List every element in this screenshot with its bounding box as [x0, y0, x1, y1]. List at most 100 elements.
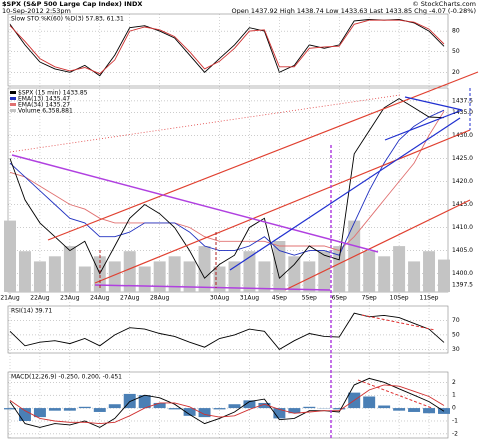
y-tick-label: 0 [452, 405, 456, 412]
y-tick-label: 50 [452, 48, 460, 55]
volume-bar [273, 241, 286, 292]
y-tick-label: 1430.0 [452, 132, 473, 139]
series-line [9, 377, 445, 428]
volume-bar [408, 261, 421, 292]
legend-label: EMA(34) 1435.27 [18, 102, 70, 109]
histogram-bar [138, 395, 151, 409]
source: © StockCharts.com [412, 0, 476, 8]
x-tick-label: 28Aug [150, 295, 170, 302]
datetime: 10-Sep-2012 2:53pm [2, 7, 71, 15]
volume-bar [438, 259, 450, 292]
volume-bar [303, 261, 316, 292]
y-tick-label: 50 [452, 331, 460, 338]
trend-line [384, 109, 463, 141]
histogram-bar [63, 408, 76, 411]
y-tick-label: 20 [452, 69, 460, 76]
legend-label: $SPX (15 min) 1433.85 [18, 90, 88, 97]
histogram-bar [123, 393, 136, 409]
trend-line [94, 284, 331, 291]
histogram-bar [378, 405, 391, 409]
volume-bar [333, 246, 346, 292]
x-tick-label: 11Sep [420, 295, 439, 302]
panel-frame [7, 305, 449, 354]
histogram-bar [303, 406, 316, 409]
y-tick-label: 1437.5 [452, 97, 473, 104]
volume-bar [423, 251, 436, 292]
series-line [9, 312, 445, 350]
y-tick-label: 1420.0 [452, 178, 473, 185]
volume-bar [393, 246, 406, 292]
legend-label: Volume 6,358,881 [18, 108, 73, 115]
volume-bar [48, 256, 61, 292]
y-tick-label: 1400.0 [452, 270, 473, 277]
legend-swatch [10, 103, 16, 106]
series-line [9, 109, 445, 256]
histogram-bar [78, 406, 91, 409]
y-tick-label: 2 [452, 379, 456, 386]
histogram-bar [4, 408, 16, 410]
y-tick-label: 1410.0 [452, 224, 473, 231]
volume-bar [108, 261, 121, 292]
y-tick-label: 70 [452, 317, 460, 324]
volume-bar [153, 261, 166, 292]
volume-bar [318, 251, 331, 292]
trend-line [284, 199, 471, 291]
trend-line [11, 154, 379, 253]
histogram-bar [333, 408, 346, 410]
x-tick-label: 31Aug [240, 295, 260, 302]
histogram-bar [48, 408, 61, 411]
x-tick-label: 30Aug [210, 295, 230, 302]
y-tick-label: 1397.5 [452, 282, 473, 289]
panel-frame [7, 87, 449, 293]
volume-bar [123, 251, 136, 292]
y-tick-label: 1425.0 [452, 155, 473, 162]
series-line [9, 98, 445, 280]
histogram-bar [108, 404, 121, 409]
volume-bar [4, 220, 16, 292]
y-tick-label: 1415.0 [452, 201, 473, 208]
histogram-bar [168, 408, 181, 410]
y-tick-label: 80 [452, 28, 460, 35]
volume-bar [198, 246, 211, 292]
y-tick-label: 1435.0 [452, 109, 473, 116]
x-tick-label: 23Aug [60, 295, 80, 302]
volume-bar [138, 266, 151, 292]
trend-line [47, 71, 479, 241]
histogram-bar [213, 408, 226, 410]
x-tick-label: 7Sep [362, 295, 377, 302]
trend-line [94, 129, 471, 284]
panel-title: Slow STO %K(60) %D(3) 57.83, 61.31 [11, 16, 124, 23]
histogram-bar [243, 400, 256, 409]
x-tick-label: 4Sep [272, 295, 287, 302]
series-line [9, 19, 445, 77]
panel-title: RSI(14) 39.71 [11, 308, 52, 315]
histogram-bar [393, 408, 406, 411]
histogram-bar [288, 408, 301, 414]
volume-bar [183, 261, 196, 292]
panel-frame [7, 371, 449, 439]
legend-swatch [10, 91, 16, 94]
y-tick-label: -1 [452, 417, 458, 424]
x-tick-label: 6Sep [332, 295, 347, 302]
y-tick-label: 1 [452, 392, 456, 399]
legend-label: EMA(13) 1435.47 [18, 96, 70, 103]
histogram-bar [153, 402, 166, 409]
histogram-bar [423, 408, 436, 414]
volume-bar [63, 246, 76, 292]
histogram-bar [183, 408, 196, 416]
series-line [9, 384, 445, 425]
divergence-line [357, 379, 433, 409]
volume-bar [78, 266, 91, 292]
legend-swatch [10, 97, 16, 100]
volume-bar [378, 256, 391, 292]
histogram-bar [33, 408, 46, 418]
x-tick-label: 21Aug [0, 295, 20, 302]
x-tick-label: 27Aug [120, 295, 140, 302]
series-line [9, 110, 445, 252]
histogram-bar [273, 408, 286, 419]
legend-swatch [10, 109, 16, 112]
volume-bar [18, 251, 31, 292]
volume-bar [33, 261, 46, 292]
